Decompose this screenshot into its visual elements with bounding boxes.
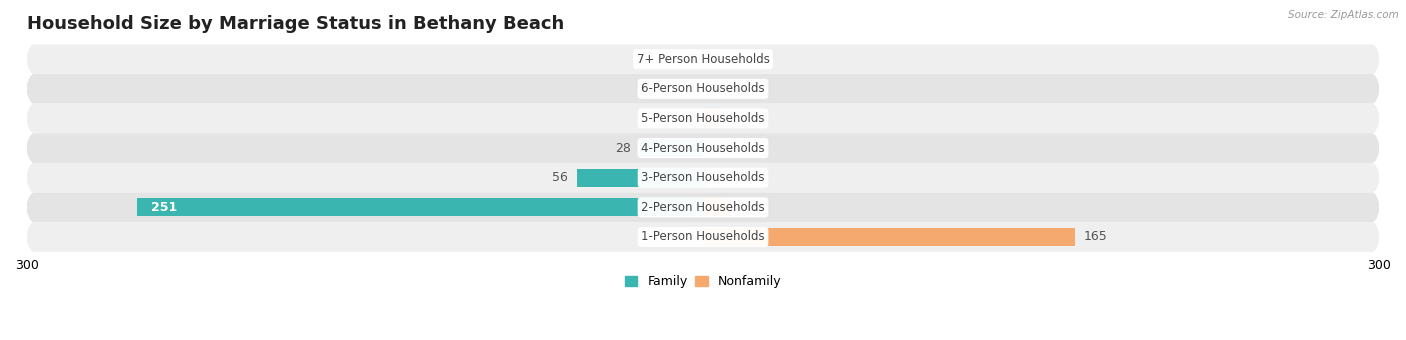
Text: 0: 0 — [686, 82, 695, 95]
Text: 0: 0 — [686, 112, 695, 125]
FancyBboxPatch shape — [15, 0, 1391, 340]
Text: 7+ Person Households: 7+ Person Households — [637, 53, 769, 66]
Text: 0: 0 — [711, 53, 720, 66]
Text: Source: ZipAtlas.com: Source: ZipAtlas.com — [1288, 10, 1399, 20]
Text: 0: 0 — [686, 53, 695, 66]
FancyBboxPatch shape — [15, 15, 1391, 340]
FancyBboxPatch shape — [15, 0, 1391, 311]
Text: 7: 7 — [728, 112, 735, 125]
Text: 3-Person Households: 3-Person Households — [641, 171, 765, 184]
Text: 251: 251 — [150, 201, 177, 214]
Text: 0: 0 — [686, 231, 695, 243]
Text: 2-Person Households: 2-Person Households — [641, 201, 765, 214]
Text: 13: 13 — [741, 201, 756, 214]
Bar — [138, 199, 703, 216]
Text: 56: 56 — [553, 171, 568, 184]
Text: 1-Person Households: 1-Person Households — [641, 231, 765, 243]
Text: 0: 0 — [711, 141, 720, 155]
Text: 165: 165 — [1084, 231, 1108, 243]
Text: Household Size by Marriage Status in Bethany Beach: Household Size by Marriage Status in Bet… — [27, 15, 564, 33]
FancyBboxPatch shape — [15, 0, 1391, 340]
Text: 28: 28 — [614, 141, 631, 155]
Text: 4-Person Households: 4-Person Households — [641, 141, 765, 155]
FancyBboxPatch shape — [15, 0, 1391, 340]
Bar — [640, 139, 703, 157]
Text: 6-Person Households: 6-Person Households — [641, 82, 765, 95]
Text: 5-Person Households: 5-Person Households — [641, 112, 765, 125]
Bar — [703, 228, 1074, 246]
FancyBboxPatch shape — [15, 0, 1391, 282]
Text: 0: 0 — [711, 82, 720, 95]
Bar — [703, 109, 718, 128]
Text: 2: 2 — [717, 171, 724, 184]
Legend: Family, Nonfamily: Family, Nonfamily — [620, 270, 786, 293]
FancyBboxPatch shape — [15, 0, 1391, 340]
Bar — [703, 169, 707, 187]
Bar — [576, 169, 703, 187]
Bar — [703, 199, 733, 216]
